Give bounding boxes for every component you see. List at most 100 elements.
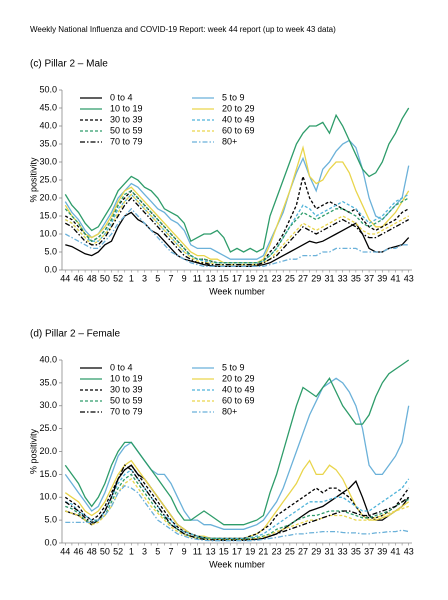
x-tick-label: 7: [168, 546, 173, 556]
x-tick-label: 15: [219, 546, 229, 556]
x-tick-label: 7: [168, 273, 173, 283]
y-tick-label: 50.0: [39, 84, 57, 94]
legend-label: 80+: [222, 406, 237, 416]
x-tick-label: 19: [245, 546, 255, 556]
legend-label: 0 to 4: [110, 92, 133, 102]
x-tick-label: 5: [155, 546, 160, 556]
y-tick-label: 25.0: [39, 174, 57, 184]
x-tick-label: 46: [74, 273, 84, 283]
x-tick-label: 5: [155, 273, 160, 283]
x-tick-label: 29: [311, 546, 321, 556]
x-tick-label: 33: [338, 273, 348, 283]
report-title: Weekly National Influenza and COVID-19 R…: [30, 25, 336, 34]
series-line: [65, 478, 409, 541]
x-tick-label: 21: [258, 546, 268, 556]
y-tick-label: 10.0: [39, 228, 57, 238]
x-tick-label: 1: [129, 273, 134, 283]
x-tick-label: 48: [87, 273, 97, 283]
x-tick-label: 39: [377, 273, 387, 283]
x-tick-label: 21: [258, 273, 268, 283]
legend-label: 10 to 19: [110, 373, 143, 383]
legend-label: 50 to 59: [110, 395, 143, 405]
legend-label: 5 to 9: [222, 362, 245, 372]
x-tick-label: 1: [129, 546, 134, 556]
legend-label: 70 to 79: [110, 406, 143, 416]
x-tick-label: 35: [351, 546, 361, 556]
x-tick-label: 48: [87, 546, 97, 556]
x-tick-label: 52: [113, 273, 123, 283]
series-line: [65, 211, 410, 268]
legend-label: 70 to 79: [110, 136, 143, 146]
y-tick-label: 45.0: [39, 102, 57, 112]
x-tick-label: 13: [206, 546, 216, 556]
legend-label: 60 to 69: [222, 395, 255, 405]
x-tick-label: 17: [232, 546, 242, 556]
x-tick-label: 19: [245, 273, 255, 283]
series-line: [64, 197, 410, 266]
y-tick-label: 20.0: [39, 192, 57, 202]
y-tick-label: 15.0: [39, 469, 57, 479]
x-tick-label: 44: [60, 546, 70, 556]
x-tick-label: 31: [324, 546, 334, 556]
x-tick-label: 25: [285, 273, 295, 283]
y-tick-label: 10.0: [39, 492, 57, 502]
series-line: [64, 107, 410, 253]
x-tick-label: 39: [377, 546, 387, 556]
y-tick-label: 5.0: [44, 515, 57, 525]
series-line: [65, 485, 409, 542]
y-tick-label: 35.0: [39, 377, 57, 387]
x-tick-label: 23: [272, 546, 282, 556]
x-tick-label: 15: [219, 273, 229, 283]
series-line: [64, 359, 410, 526]
x-tick-label: 29: [311, 273, 321, 283]
series-line: [65, 468, 410, 540]
legend-label: 80+: [222, 136, 237, 146]
x-tick-label: 31: [324, 273, 334, 283]
series-line: [64, 377, 410, 530]
legend-label: 20 to 29: [222, 103, 255, 113]
y-tick-label: 5.0: [44, 246, 57, 256]
legend-label: 0 to 4: [110, 362, 133, 372]
y-tick-label: 40.0: [39, 354, 57, 364]
x-tick-label: 46: [74, 546, 84, 556]
series-line: [64, 464, 410, 541]
legend-label: 40 to 49: [222, 384, 255, 394]
x-tick-label: 9: [182, 546, 187, 556]
x-tick-label: 41: [390, 273, 400, 283]
y-tick-label: 30.0: [39, 400, 57, 410]
x-tick-label: 23: [272, 273, 282, 283]
x-tick-label: 37: [364, 273, 374, 283]
x-tick-label: 43: [404, 273, 414, 283]
series-line: [64, 189, 410, 264]
x-axis-label: Week number: [209, 559, 265, 569]
x-tick-label: 43: [404, 546, 414, 556]
y-tick-label: 15.0: [39, 210, 57, 220]
x-tick-label: 35: [351, 273, 361, 283]
y-tick-label: 0.0: [44, 537, 57, 547]
x-tick-label: 27: [298, 546, 308, 556]
y-axis-label: % positivity: [28, 428, 38, 474]
x-tick-label: 3: [142, 546, 147, 556]
series-line: [64, 464, 410, 540]
x-tick-label: 17: [232, 273, 242, 283]
legend-label: 5 to 9: [222, 92, 245, 102]
x-tick-label: 41: [390, 546, 400, 556]
x-tick-label: 3: [142, 273, 147, 283]
y-tick-label: 0.0: [44, 264, 57, 274]
y-tick-label: 25.0: [39, 423, 57, 433]
y-tick-label: 20.0: [39, 446, 57, 456]
y-tick-label: 40.0: [39, 120, 57, 130]
legend-label: 50 to 59: [110, 125, 143, 135]
y-tick-label: 35.0: [39, 138, 57, 148]
chart-title: (c) Pillar 2 – Male: [30, 59, 108, 70]
x-tick-label: 33: [338, 546, 348, 556]
y-axis-label: % positivity: [28, 157, 38, 203]
series-line: [65, 473, 409, 540]
x-tick-label: 9: [182, 273, 187, 283]
legend-label: 30 to 39: [110, 114, 143, 124]
legend-label: 20 to 29: [222, 373, 255, 383]
x-tick-label: 44: [60, 273, 70, 283]
